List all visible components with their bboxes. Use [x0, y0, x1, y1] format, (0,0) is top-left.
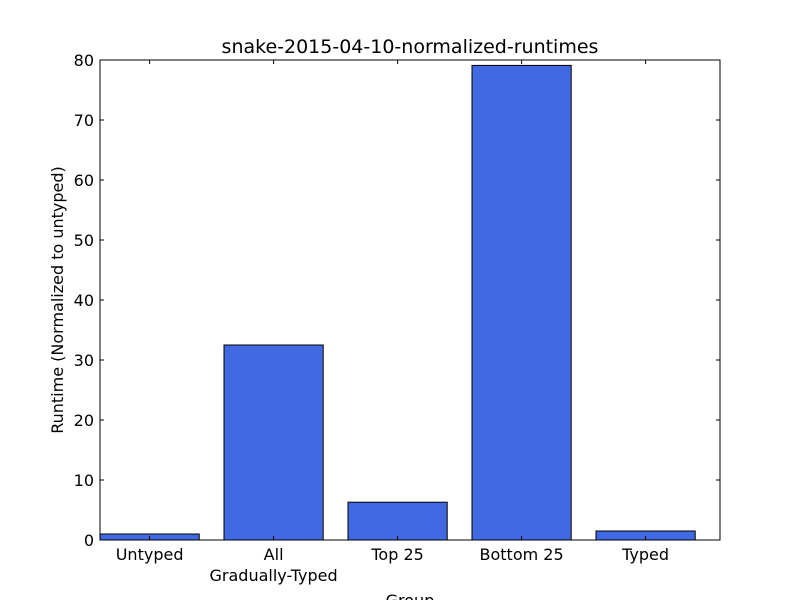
plot-frame — [99, 59, 721, 541]
y-tick-label: 60 — [74, 171, 94, 190]
y-tick-label: 10 — [74, 471, 94, 490]
y-tick-label: 40 — [74, 291, 94, 310]
x-axis-label: Group — [386, 591, 435, 600]
x-tick-label: Typed — [621, 545, 669, 564]
bars-group — [99, 64, 696, 541]
x-tick-label: Top 25 — [370, 545, 423, 564]
ticks-group: 0 10 20 30 40 50 60 70 80 Untyped All Gradually-Typ… — [74, 51, 720, 585]
y-tick-label: 50 — [74, 231, 94, 250]
y-tick-label: 30 — [74, 351, 94, 370]
x-tick-label: All — [264, 545, 284, 564]
y-axis-label: Runtime (Normalized to untyped) — [48, 166, 67, 434]
x-tick-label: Bottom 25 — [480, 545, 564, 564]
y-tick-label: 80 — [74, 51, 94, 70]
y-tick-label: 70 — [74, 111, 94, 130]
y-tick-label: 0 — [84, 531, 94, 550]
x-tick-label: Gradually-Typed — [210, 566, 338, 585]
bar-2 — [347, 501, 448, 541]
chart-title: snake-2015-04-10-normalized-runtimes — [222, 36, 599, 58]
bar-3 — [471, 64, 572, 541]
bar-1 — [223, 344, 324, 541]
x-tick-label: Untyped — [116, 545, 184, 564]
y-tick-label: 20 — [74, 411, 94, 430]
